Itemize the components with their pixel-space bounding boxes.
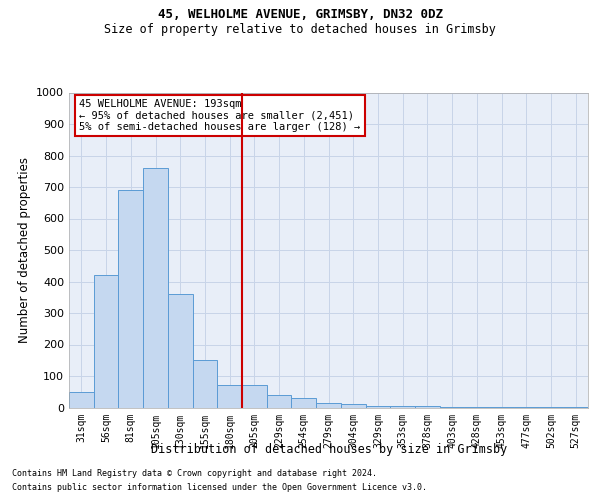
Text: Distribution of detached houses by size in Grimsby: Distribution of detached houses by size … bbox=[151, 442, 507, 456]
Bar bbox=[390, 406, 415, 407]
Text: 45 WELHOLME AVENUE: 193sqm
← 95% of detached houses are smaller (2,451)
5% of se: 45 WELHOLME AVENUE: 193sqm ← 95% of deta… bbox=[79, 99, 361, 132]
Bar bbox=[242, 386, 267, 407]
Text: Contains HM Land Registry data © Crown copyright and database right 2024.: Contains HM Land Registry data © Crown c… bbox=[12, 468, 377, 477]
Text: Size of property relative to detached houses in Grimsby: Size of property relative to detached ho… bbox=[104, 22, 496, 36]
Bar bbox=[94, 275, 118, 407]
Bar bbox=[464, 406, 489, 408]
Y-axis label: Number of detached properties: Number of detached properties bbox=[17, 157, 31, 343]
Bar bbox=[143, 168, 168, 408]
Bar bbox=[365, 406, 390, 407]
Bar bbox=[341, 404, 365, 407]
Bar bbox=[267, 395, 292, 407]
Bar bbox=[440, 406, 464, 408]
Bar bbox=[168, 294, 193, 408]
Bar bbox=[489, 407, 514, 408]
Bar bbox=[193, 360, 217, 408]
Bar bbox=[217, 386, 242, 407]
Bar bbox=[118, 190, 143, 408]
Bar bbox=[292, 398, 316, 407]
Bar bbox=[514, 407, 539, 408]
Bar bbox=[69, 392, 94, 407]
Bar bbox=[316, 403, 341, 407]
Text: 45, WELHOLME AVENUE, GRIMSBY, DN32 0DZ: 45, WELHOLME AVENUE, GRIMSBY, DN32 0DZ bbox=[157, 8, 443, 20]
Bar bbox=[415, 406, 440, 407]
Text: Contains public sector information licensed under the Open Government Licence v3: Contains public sector information licen… bbox=[12, 484, 427, 492]
